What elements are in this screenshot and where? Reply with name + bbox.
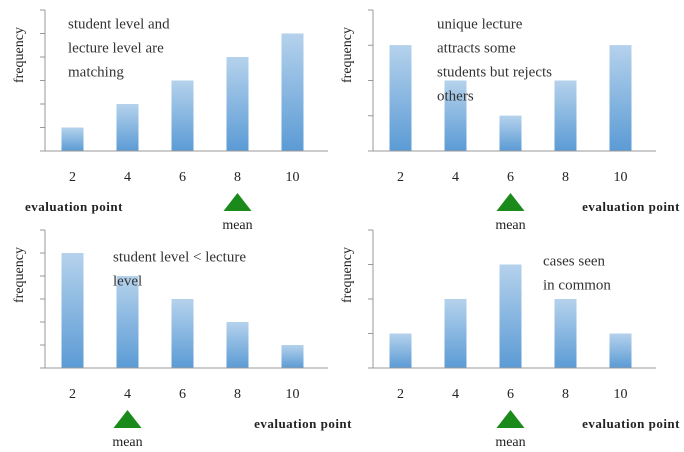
x-tick-label: 2	[397, 387, 404, 402]
bar-shine	[389, 333, 412, 368]
x-tick-label: 8	[562, 387, 569, 402]
x-axis-label: evaluation point	[582, 416, 680, 431]
annotation: students but rejects	[437, 64, 552, 80]
bar-shine	[499, 115, 522, 151]
bar-shine	[609, 333, 632, 368]
annotation: others	[437, 88, 474, 104]
bar-shine	[226, 322, 249, 368]
x-tick-label: 2	[397, 170, 404, 185]
x-tick-label: 10	[286, 170, 300, 185]
annotation: lecture level are	[68, 40, 164, 56]
x-axis-label: evaluation point	[254, 416, 352, 431]
x-tick-label: 8	[234, 170, 241, 185]
bar-shine	[116, 104, 139, 151]
bar-shine	[226, 57, 249, 151]
x-tick-label: 2	[69, 170, 76, 185]
y-axis-label: frequency	[12, 247, 27, 303]
bar-shine	[171, 299, 194, 368]
y-axis-label: frequency	[340, 247, 355, 303]
x-tick-label: 10	[286, 387, 300, 402]
x-tick-label: 2	[69, 387, 76, 402]
annotation: level	[113, 273, 142, 289]
x-tick-label: 8	[562, 170, 569, 185]
annotation: cases seen	[543, 253, 606, 269]
bar-shine	[281, 33, 304, 151]
x-tick-label: 8	[234, 387, 241, 402]
y-axis-label: frequency	[340, 27, 355, 83]
x-axis-label: evaluation point	[582, 199, 680, 214]
x-tick-label: 6	[507, 387, 514, 402]
annotation: in common	[543, 277, 611, 293]
bar-shine	[609, 45, 632, 151]
mean-marker	[113, 410, 142, 428]
x-tick-label: 6	[179, 170, 186, 185]
bar-shine	[171, 80, 194, 151]
mean-label: mean	[495, 218, 525, 233]
x-axis-label: evaluation point	[25, 199, 123, 214]
x-tick-label: 4	[124, 387, 131, 402]
x-tick-label: 10	[614, 170, 628, 185]
bar-shine	[554, 80, 577, 151]
x-tick-label: 4	[452, 387, 459, 402]
bar-shine	[444, 80, 467, 151]
bar-shine	[554, 299, 577, 368]
annotation: unique lecture	[437, 16, 523, 32]
x-tick-label: 10	[614, 387, 628, 402]
bar-shine	[116, 276, 139, 368]
mean-label: mean	[495, 435, 525, 450]
mean-label: mean	[222, 218, 252, 233]
mean-marker	[223, 193, 252, 211]
x-tick-label: 6	[179, 387, 186, 402]
annotation: matching	[68, 64, 124, 80]
bar-shine	[61, 253, 84, 368]
mean-label: mean	[112, 435, 142, 450]
x-tick-label: 6	[507, 170, 514, 185]
bar-shine	[389, 45, 412, 151]
mean-marker	[496, 193, 525, 211]
annotation: student level < lecture	[113, 249, 246, 265]
annotation: student level and	[68, 16, 170, 32]
x-tick-label: 4	[452, 170, 459, 185]
bar-shine	[61, 127, 84, 151]
y-axis-label: frequency	[12, 27, 27, 83]
bar-shine	[281, 345, 304, 368]
mean-marker	[496, 410, 525, 428]
annotation: attracts some	[437, 40, 516, 56]
x-tick-label: 4	[124, 170, 131, 185]
bar-shine	[499, 264, 522, 368]
bar-shine	[444, 299, 467, 368]
